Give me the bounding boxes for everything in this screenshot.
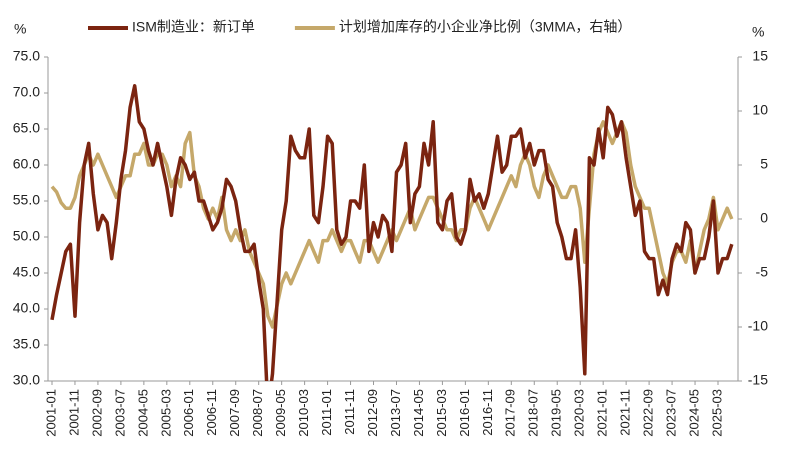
x-tick-label: 2021-01 (595, 389, 610, 437)
x-tick-label: 2015-03 (434, 389, 449, 437)
y2-tick-label: 15 (752, 48, 768, 64)
y-tick-label: 50.0 (13, 228, 40, 244)
x-tick-label: 2019-05 (549, 389, 564, 437)
x-tick-label: 2023-07 (664, 389, 679, 437)
y-tick-label: 70.0 (13, 84, 40, 100)
x-tick-label: 2002-09 (89, 389, 104, 437)
y-tick-label: 30.0 (13, 372, 40, 388)
y-tick-label: 75.0 (13, 48, 40, 64)
y2-tick-label: -5 (756, 264, 769, 280)
y2-tick-label: 10 (752, 102, 768, 118)
y2-tick-label: -15 (748, 372, 768, 388)
x-tick-label: 2009-05 (273, 389, 288, 437)
y-tick-label: 55.0 (13, 192, 40, 208)
y-tick-label: 40.0 (13, 300, 40, 316)
x-tick-label: 2024-05 (686, 389, 701, 437)
x-tick-label: 2014-05 (411, 389, 426, 437)
x-tick-label: 2016-01 (457, 389, 472, 437)
x-tick-label: 2006-11 (204, 389, 219, 436)
y-axis-label: % (14, 21, 26, 37)
y2-tick-label: 5 (760, 156, 768, 172)
x-tick-label: 2013-07 (388, 389, 403, 437)
y2-tick-label: 0 (760, 210, 768, 226)
y-tick-label: 65.0 (13, 120, 40, 136)
x-tick-label: 2011-01 (319, 389, 334, 436)
legend-label: 计划增加库存的小企业净比例（3MMA，右轴） (339, 19, 631, 35)
legend-label: ISM制造业：新订单 (132, 19, 255, 35)
x-tick-label: 2022-09 (641, 389, 656, 437)
x-tick-label: 2003-07 (112, 389, 127, 437)
y2-tick-label: -10 (748, 318, 768, 334)
x-tick-label: 2010-03 (296, 389, 311, 437)
x-tick-label: 2007-09 (227, 389, 242, 437)
plot-area (50, 84, 734, 381)
x-tick-label: 2001-01 (43, 389, 58, 437)
x-tick-label: 2001-11 (66, 389, 81, 436)
y-tick-label: 60.0 (13, 156, 40, 172)
x-tick-label: 2006-01 (181, 389, 196, 437)
y-tick-label: 45.0 (13, 264, 40, 280)
x-tick-label: 2004-05 (135, 389, 150, 437)
x-tick-label: 2025-03 (709, 389, 724, 437)
y-tick-label: 35.0 (13, 336, 40, 352)
x-tick-label: 2018-07 (526, 389, 541, 437)
x-tick-label: 2021-11 (618, 389, 633, 436)
x-tick-label: 2017-09 (503, 389, 518, 437)
x-tick-label: 2011-11 (342, 389, 357, 435)
x-tick-label: 2012-09 (365, 389, 380, 437)
x-tick-label: 2020-03 (572, 389, 587, 437)
x-tick-label: 2005-03 (158, 389, 173, 437)
y2-axis-label: % (752, 24, 764, 40)
x-tick-label: 2008-07 (250, 389, 265, 437)
x-tick-label: 2016-11 (480, 389, 495, 436)
series-line (50, 84, 734, 381)
